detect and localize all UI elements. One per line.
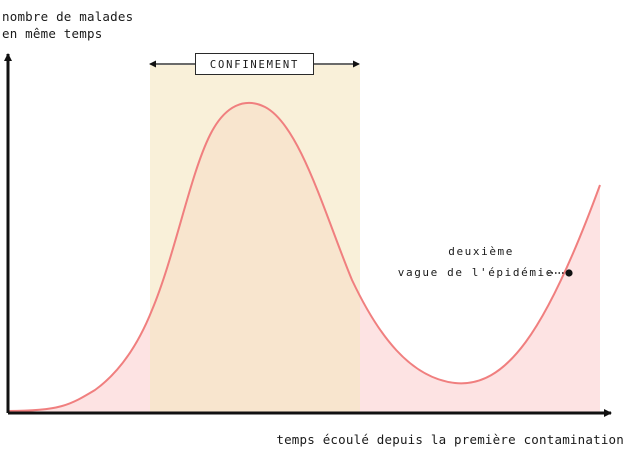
y-axis-label-line-2: en même temps: [2, 26, 103, 41]
second-wave-marker: [565, 269, 573, 277]
x-axis-label: temps écoulé depuis la première contamin…: [276, 432, 624, 447]
epidemic-curve: [7, 102, 601, 412]
y-axis-label: nombre de malades en même temps: [2, 8, 133, 42]
lockdown-label: CONFINEMENT: [195, 53, 314, 75]
second-wave-label-line-1: deuxième: [448, 245, 514, 258]
lockdown-band: [150, 65, 360, 413]
second-wave-label-line-2: vague de l'épidémie: [397, 266, 554, 279]
y-axis-label-line-1: nombre de malades: [2, 9, 134, 24]
